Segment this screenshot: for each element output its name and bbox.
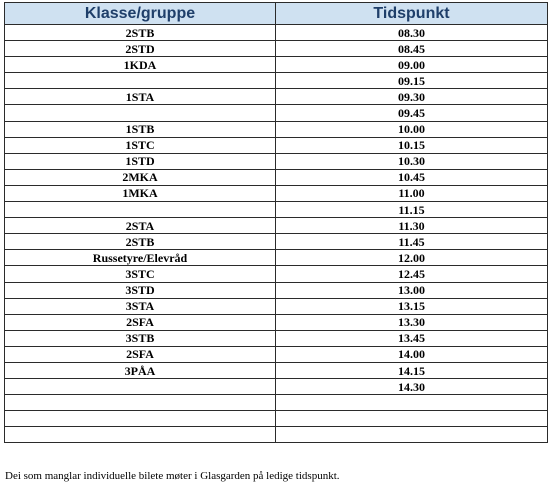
table-row — [4, 410, 548, 428]
class-group-cell — [4, 104, 276, 122]
table-body: 2STB 08.30 2STD 08.45 1KDA 09.00 09.15 1STA 09.3… — [4, 23, 548, 444]
table-row: 2STD 08.45 — [4, 40, 548, 58]
class-group-cell: 2SFA — [4, 313, 276, 331]
time-cell: 11.15 — [275, 201, 548, 219]
time-cell: 12.00 — [275, 249, 548, 267]
class-group-cell: 2SFA — [4, 345, 276, 363]
table-row: 3STB 13.45 — [4, 329, 548, 347]
table-row: 2STA 11.30 — [4, 217, 548, 235]
time-cell: 09.30 — [275, 88, 548, 106]
table-row: 09.45 — [4, 104, 548, 122]
table-row: 3STA 13.15 — [4, 297, 548, 315]
class-group-cell: 3STD — [4, 281, 276, 299]
header-row: Klasse/gruppe Tidspunkt — [4, 2, 548, 25]
table-row: 1STB 10.00 — [4, 120, 548, 138]
time-cell: 14.30 — [275, 378, 548, 396]
schedule-document: Klasse/gruppe Tidspunkt 2STB 08.30 2STD 08.… — [4, 2, 548, 444]
time-cell: 10.30 — [275, 152, 548, 170]
table-row: 1STA 09.30 — [4, 88, 548, 106]
class-group-cell: Russetyre/Elevråd — [4, 249, 276, 267]
time-cell: 09.15 — [275, 72, 548, 90]
table-row: 2MKA 10.45 — [4, 168, 548, 186]
time-cell: 12.45 — [275, 265, 548, 283]
class-group-cell: 1STB — [4, 120, 276, 138]
table-row: 11.15 — [4, 201, 548, 219]
footnote: Dei som manglar individuelle bilete møte… — [5, 470, 340, 482]
time-cell: 10.15 — [275, 136, 548, 154]
table-row: Russetyre/Elevråd 12.00 — [4, 249, 548, 267]
table-row: 2STB 11.45 — [4, 233, 548, 251]
time-cell: 08.30 — [275, 23, 548, 42]
class-group-cell — [4, 394, 276, 412]
time-cell: 13.30 — [275, 313, 548, 331]
class-group-cell: 3STC — [4, 265, 276, 283]
class-group-cell — [4, 426, 276, 444]
class-group-cell: 2STB — [4, 233, 276, 251]
class-group-cell: 1MKA — [4, 184, 276, 203]
time-cell: 11.30 — [275, 217, 548, 235]
table-row: 1MKA 11.00 — [4, 184, 548, 203]
time-cell: 08.45 — [275, 40, 548, 58]
table-row: 2SFA 14.00 — [4, 345, 548, 363]
table-row: 3STD 13.00 — [4, 281, 548, 299]
class-group-cell: 3STB — [4, 329, 276, 347]
table-row: 14.30 — [4, 378, 548, 396]
class-group-cell: 3PÅA — [4, 361, 276, 380]
class-group-cell: 2STD — [4, 40, 276, 58]
time-cell: 10.00 — [275, 120, 548, 138]
class-group-cell: 1KDA — [4, 56, 276, 74]
class-group-cell: 1STD — [4, 152, 276, 170]
column-header-time: Tidspunkt — [275, 2, 548, 25]
schedule-table: Klasse/gruppe Tidspunkt 2STB 08.30 2STD 08.… — [4, 2, 548, 444]
column-header-class-group: Klasse/gruppe — [4, 2, 276, 25]
time-cell: 09.00 — [275, 56, 548, 74]
class-group-cell: 1STC — [4, 136, 276, 154]
table-row — [4, 394, 548, 412]
table-row: 1STD 10.30 — [4, 152, 548, 170]
time-cell: 11.45 — [275, 233, 548, 251]
table-row: 2SFA 13.30 — [4, 313, 548, 331]
time-cell — [275, 410, 548, 428]
time-cell: 10.45 — [275, 168, 548, 186]
table-row: 1KDA 09.00 — [4, 56, 548, 74]
class-group-cell: 2STA — [4, 217, 276, 235]
class-group-cell — [4, 378, 276, 396]
class-group-cell: 3STA — [4, 297, 276, 315]
time-cell: 09.45 — [275, 104, 548, 122]
table-row: 3STC 12.45 — [4, 265, 548, 283]
time-cell: 11.00 — [275, 184, 548, 203]
table-row: 1STC 10.15 — [4, 136, 548, 154]
time-cell: 13.45 — [275, 329, 548, 347]
time-cell: 14.00 — [275, 345, 548, 363]
class-group-cell — [4, 410, 276, 428]
class-group-cell — [4, 72, 276, 90]
time-cell: 14.15 — [275, 361, 548, 380]
class-group-cell: 2MKA — [4, 168, 276, 186]
table-row: 09.15 — [4, 72, 548, 90]
table-row: 3PÅA 14.15 — [4, 361, 548, 380]
table-row: 2STB 08.30 — [4, 23, 548, 42]
time-cell: 13.00 — [275, 281, 548, 299]
table-row — [4, 426, 548, 444]
class-group-cell: 2STB — [4, 23, 276, 42]
class-group-cell: 1STA — [4, 88, 276, 106]
class-group-cell — [4, 201, 276, 219]
time-cell: 13.15 — [275, 297, 548, 315]
time-cell — [275, 394, 548, 412]
time-cell — [275, 426, 548, 444]
